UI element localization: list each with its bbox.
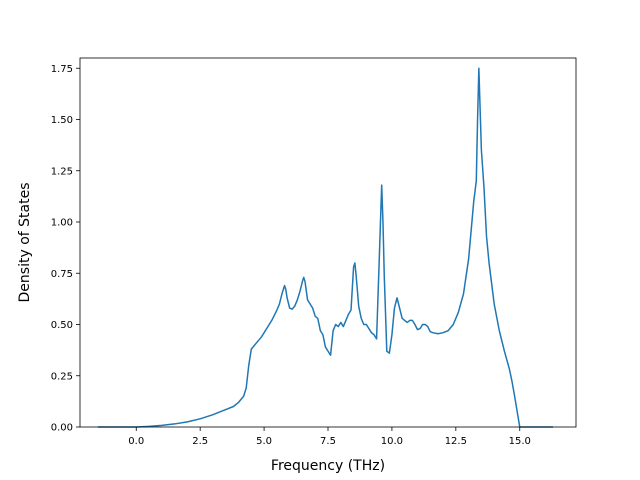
x-axis-ticks: 0.0 2.5 5.0 7.5 10.0 12.5 15.0 — [128, 427, 531, 447]
x-axis-label: Frequency (THz) — [271, 458, 385, 474]
y-axis-label: Density of States — [17, 183, 33, 303]
y-tick-label: 1.75 — [51, 64, 73, 75]
x-tick-label: 15.0 — [509, 436, 531, 447]
y-tick-label: 0.00 — [51, 423, 73, 434]
x-tick-label: 7.5 — [320, 436, 336, 447]
x-tick-label: 5.0 — [256, 436, 272, 447]
y-tick-label: 0.50 — [51, 320, 73, 331]
y-axis-ticks: 0.00 0.25 0.50 0.75 1.00 1.25 1.50 1.75 — [51, 64, 80, 434]
dos-series-line — [97, 67, 553, 428]
y-tick-label: 0.75 — [51, 269, 73, 280]
plot-frame — [79, 57, 577, 428]
y-tick-label: 1.00 — [51, 218, 73, 229]
x-tick-label: 2.5 — [192, 436, 208, 447]
y-tick-label: 1.50 — [51, 115, 73, 126]
x-tick-label: 12.5 — [445, 436, 467, 447]
y-tick-label: 1.25 — [51, 166, 73, 177]
plot-background — [80, 58, 576, 427]
x-tick-label: 0.0 — [128, 436, 144, 447]
y-tick-label: 0.25 — [51, 371, 73, 382]
x-tick-label: 10.0 — [381, 436, 403, 447]
data-layer — [97, 67, 553, 428]
